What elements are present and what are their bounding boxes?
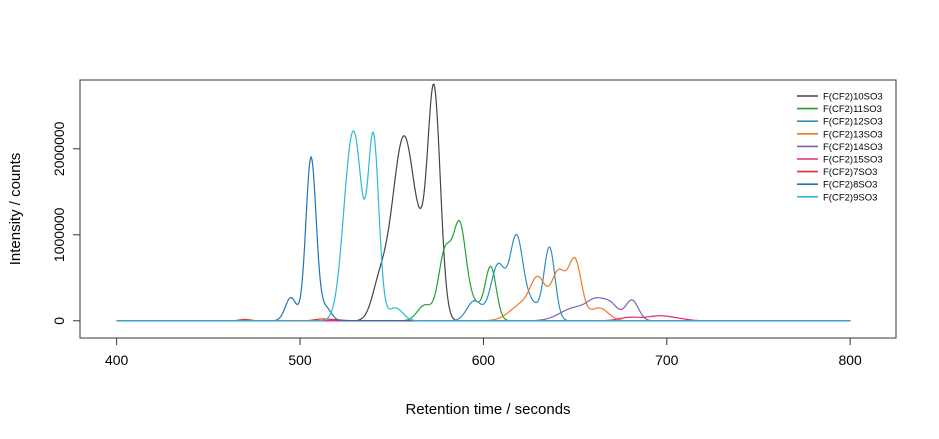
series-line-8	[116, 155, 851, 322]
plot-frame	[79, 79, 897, 339]
y-tick-label: 0	[51, 317, 67, 325]
series-line-6	[116, 315, 851, 322]
x-tick-label: 400	[105, 352, 129, 368]
x-tick-label: 600	[472, 352, 496, 368]
y-tick-label: 2000000	[51, 121, 67, 176]
legend-label: F(CF2)9SO3	[823, 192, 877, 203]
x-tick-label: 500	[288, 352, 312, 368]
y-axis: 0 1000000 2000000	[51, 121, 81, 325]
x-tick-label: 700	[655, 352, 679, 368]
series-line-5	[116, 297, 851, 322]
legend-label: F(CF2)13SO3	[823, 129, 883, 140]
legend-label: F(CF2)11SO3	[823, 104, 882, 115]
legend-label: F(CF2)10SO3	[823, 92, 883, 103]
x-axis: 400 500 600 700 800	[105, 337, 862, 368]
series-layer	[116, 83, 851, 322]
legend-label: F(CF2)7SO3	[823, 167, 877, 178]
series-line-9	[116, 130, 851, 322]
legend-label: F(CF2)8SO3	[823, 180, 877, 191]
y-axis-title: Intensity / counts	[7, 153, 24, 266]
legend: F(CF2)10SO3F(CF2)11SO3F(CF2)12SO3F(CF2)1…	[797, 92, 883, 203]
x-axis-title: Retention time / seconds	[405, 401, 570, 418]
legend-label: F(CF2)15SO3	[823, 155, 883, 166]
series-line-2	[116, 219, 851, 322]
legend-label: F(CF2)12SO3	[823, 117, 883, 128]
series-line-3	[116, 233, 851, 322]
series-line-1	[116, 83, 851, 322]
x-tick-label: 800	[838, 352, 862, 368]
legend-label: F(CF2)14SO3	[823, 142, 883, 153]
y-tick-label: 1000000	[51, 207, 67, 262]
